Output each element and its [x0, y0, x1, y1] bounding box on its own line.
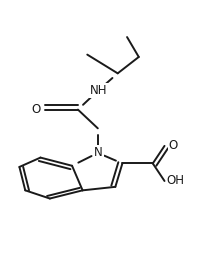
Text: O: O [31, 103, 40, 116]
Text: NH: NH [90, 84, 108, 97]
Text: OH: OH [167, 175, 185, 188]
Text: N: N [94, 146, 103, 159]
Text: O: O [169, 139, 178, 152]
